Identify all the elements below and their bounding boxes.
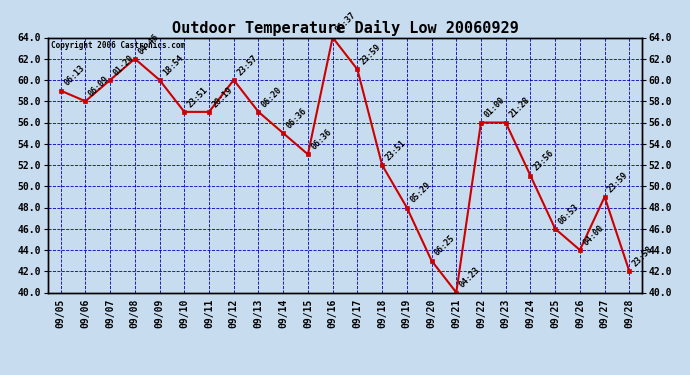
Text: 23:51: 23:51 [186, 85, 210, 109]
Text: Copyright 2006 Castronics.com: Copyright 2006 Castronics.com [51, 41, 186, 50]
Text: 06:37: 06:37 [334, 10, 358, 35]
Text: 06:36: 06:36 [284, 106, 308, 130]
Title: Outdoor Temperature Daily Low 20060929: Outdoor Temperature Daily Low 20060929 [172, 20, 518, 36]
Text: 20:19: 20:19 [210, 85, 235, 109]
Text: 23:59: 23:59 [606, 170, 630, 194]
Text: 04:00: 04:00 [581, 223, 605, 247]
Text: 04:23: 04:23 [457, 266, 482, 290]
Text: 06:53: 06:53 [557, 202, 580, 226]
Text: 21:28: 21:28 [507, 96, 531, 120]
Text: 06:09: 06:09 [87, 74, 111, 99]
Text: 06:36: 06:36 [309, 128, 333, 152]
Text: 05:29: 05:29 [408, 181, 432, 205]
Text: 01:20: 01:20 [112, 53, 135, 77]
Text: 23:57: 23:57 [235, 53, 259, 77]
Text: 06:25: 06:25 [433, 234, 457, 258]
Text: 04:46: 04:46 [136, 32, 160, 56]
Text: 23:51: 23:51 [384, 138, 408, 162]
Text: 23:58: 23:58 [631, 244, 655, 268]
Text: 06:13: 06:13 [62, 64, 86, 88]
Text: 18:54: 18:54 [161, 53, 185, 77]
Text: 23:56: 23:56 [532, 149, 556, 173]
Text: 06:20: 06:20 [260, 85, 284, 109]
Text: 23:59: 23:59 [359, 42, 383, 67]
Text: 01:00: 01:00 [482, 96, 506, 120]
